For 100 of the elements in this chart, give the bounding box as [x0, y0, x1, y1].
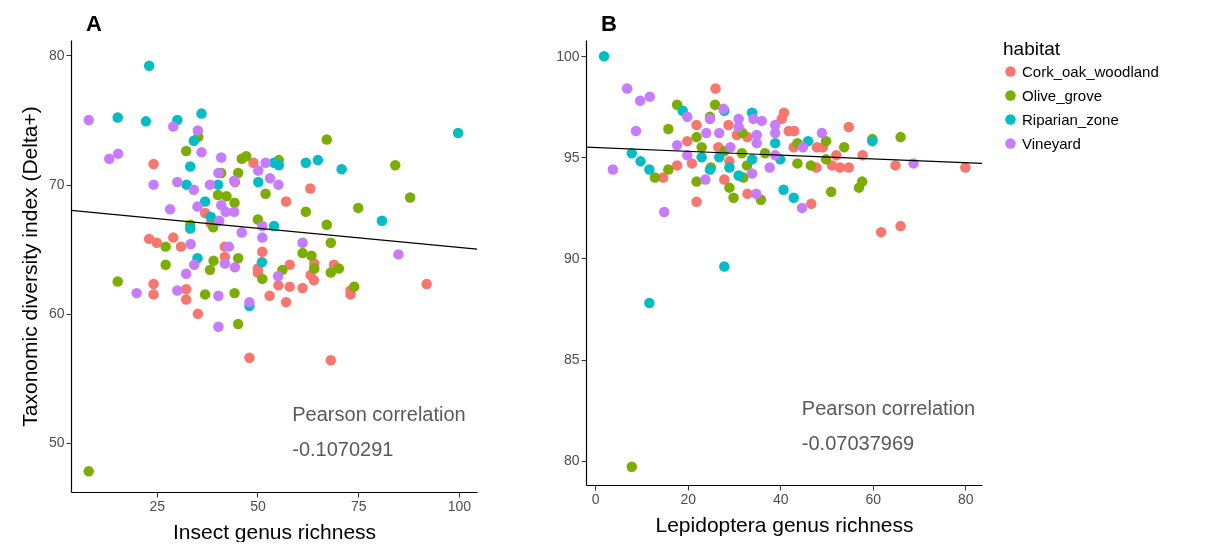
point — [691, 119, 702, 131]
point — [682, 111, 693, 123]
point — [321, 134, 333, 145]
point — [682, 150, 693, 161]
point — [691, 131, 702, 143]
point — [820, 135, 832, 147]
point — [213, 321, 224, 332]
point — [280, 296, 292, 308]
x-tick-label: 60 — [865, 490, 882, 507]
y-tick-label: 80 — [48, 47, 65, 63]
point — [724, 162, 735, 173]
point — [192, 125, 204, 136]
point — [393, 249, 404, 260]
point — [776, 113, 787, 125]
point — [825, 186, 837, 197]
point — [148, 158, 159, 170]
y-tick-label: 80 — [563, 452, 580, 469]
point — [208, 255, 219, 267]
point — [253, 176, 264, 188]
point — [778, 184, 789, 195]
point — [696, 152, 707, 163]
point — [404, 192, 416, 203]
annotation: Pearson correlation — [292, 403, 466, 426]
point — [160, 259, 171, 270]
point — [213, 290, 224, 301]
y-tick-label: 70 — [48, 176, 65, 193]
point — [644, 164, 655, 175]
point — [700, 174, 711, 185]
point — [204, 264, 216, 276]
point — [164, 203, 176, 215]
point — [644, 297, 655, 309]
point — [184, 161, 196, 172]
point — [192, 201, 203, 212]
point — [321, 219, 333, 230]
point — [649, 172, 661, 183]
legend-label: Cork_oak_woodland — [1022, 62, 1159, 80]
point — [212, 189, 224, 201]
point — [312, 154, 324, 166]
legend-label: Olive_grove — [1022, 86, 1103, 104]
point — [168, 232, 179, 243]
point — [104, 153, 115, 165]
point — [297, 237, 308, 248]
point — [308, 274, 320, 286]
point — [253, 165, 264, 176]
point — [733, 170, 744, 181]
point — [719, 174, 730, 185]
point — [843, 162, 855, 173]
point — [723, 119, 734, 131]
point — [630, 125, 642, 137]
point — [769, 137, 781, 149]
point — [196, 147, 207, 158]
point — [215, 152, 227, 163]
point — [232, 167, 244, 179]
point — [710, 83, 721, 94]
point — [180, 145, 192, 157]
point — [297, 282, 308, 294]
point — [273, 160, 285, 171]
point — [806, 198, 817, 210]
point — [257, 273, 268, 285]
chart-title: A — [86, 11, 102, 36]
point — [598, 50, 610, 62]
point — [306, 250, 317, 261]
legend-label: Riparian_zone — [1022, 110, 1119, 128]
point — [264, 290, 275, 301]
point — [764, 162, 775, 173]
point — [188, 135, 200, 146]
y-tick-label: 90 — [563, 249, 580, 266]
point — [264, 172, 276, 184]
point — [244, 296, 255, 308]
point — [634, 95, 646, 106]
point — [701, 127, 712, 139]
point — [843, 121, 855, 133]
point — [960, 162, 971, 173]
point — [273, 280, 284, 291]
annotation: Pearson correlation — [801, 397, 976, 420]
point — [452, 127, 464, 139]
point — [83, 466, 94, 477]
point — [257, 232, 268, 243]
point — [751, 188, 762, 199]
point — [421, 278, 432, 290]
y-axis-title: Taxonomic diversity index (Delta+) — [17, 106, 41, 427]
point — [336, 163, 347, 175]
point — [180, 284, 192, 295]
point — [686, 158, 698, 169]
point — [663, 123, 674, 135]
point — [635, 156, 646, 167]
point — [746, 154, 758, 165]
point — [229, 287, 240, 299]
x-tick-label: 40 — [773, 490, 789, 507]
point — [219, 258, 231, 269]
point — [671, 139, 683, 151]
point — [857, 150, 868, 161]
point — [256, 256, 268, 268]
point — [756, 115, 768, 127]
point — [172, 285, 183, 296]
point — [284, 281, 295, 292]
point — [352, 202, 364, 214]
point — [621, 83, 633, 94]
point — [223, 241, 235, 252]
point — [376, 215, 388, 227]
